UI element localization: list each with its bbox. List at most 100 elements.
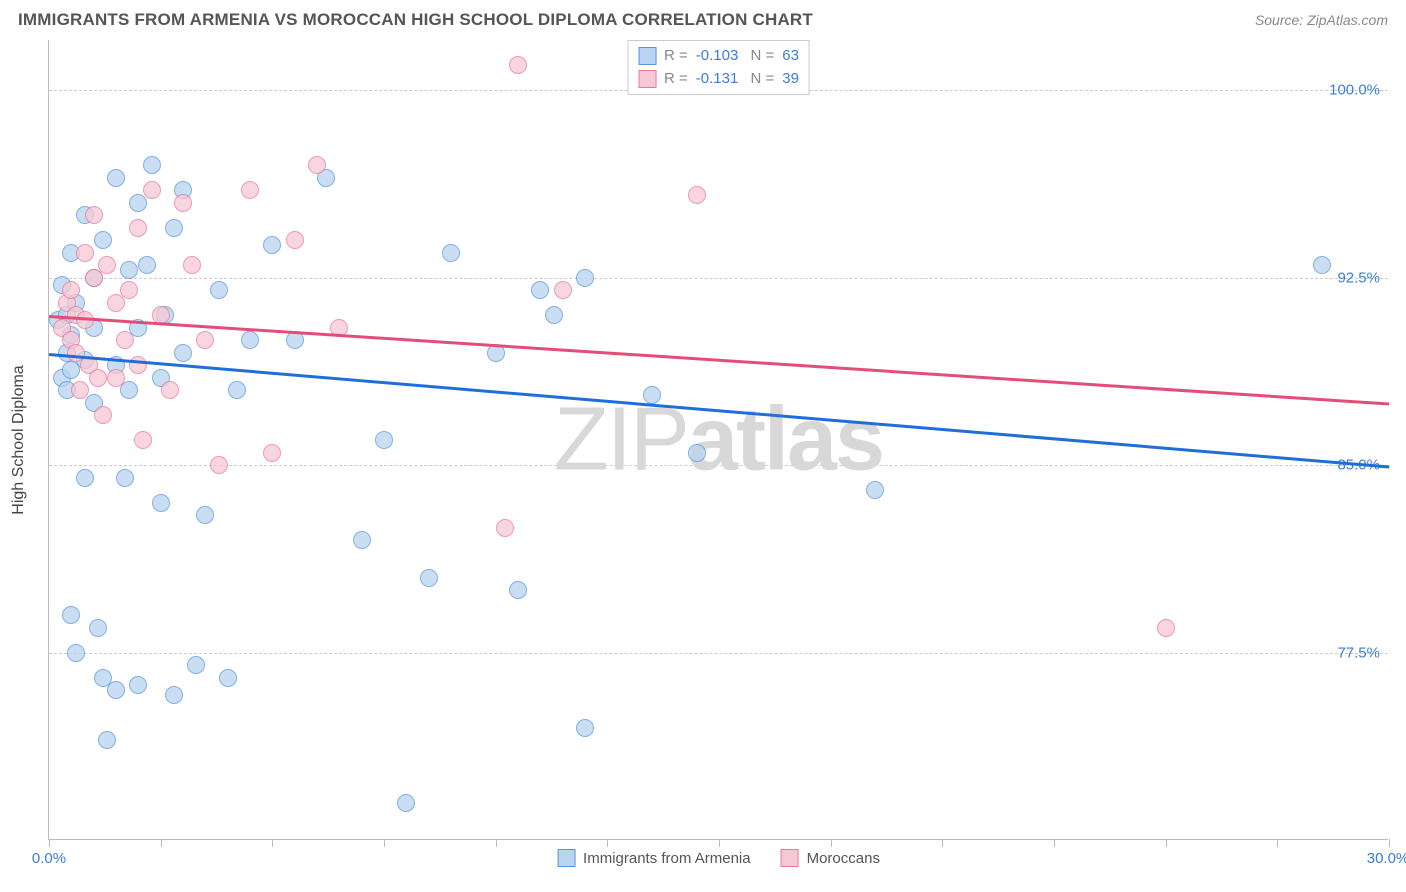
data-point-series1 <box>228 381 246 399</box>
data-point-series2 <box>183 256 201 274</box>
data-point-series1 <box>152 494 170 512</box>
xtick <box>1054 839 1055 847</box>
data-point-series1 <box>196 506 214 524</box>
data-point-series1 <box>263 236 281 254</box>
chart-plot-area: High School Diploma 77.5%85.0%92.5%100.0… <box>48 40 1388 840</box>
data-point-series2 <box>71 381 89 399</box>
stats-n-value-2: 39 <box>782 68 799 91</box>
data-point-series1 <box>89 619 107 637</box>
data-point-series2 <box>263 444 281 462</box>
data-point-series1 <box>210 281 228 299</box>
xtick <box>49 839 50 847</box>
xtick <box>942 839 943 847</box>
watermark: ZIPatlas <box>554 388 883 491</box>
data-point-series1 <box>576 269 594 287</box>
ytick-label: 100.0% <box>1329 82 1380 99</box>
data-point-series1 <box>187 656 205 674</box>
legend-item-series1: Immigrants from Armenia <box>557 849 751 867</box>
data-point-series2 <box>196 331 214 349</box>
gridline <box>49 465 1388 466</box>
data-point-series1 <box>120 261 138 279</box>
swatch-series1 <box>638 47 656 65</box>
data-point-series2 <box>161 381 179 399</box>
data-point-series2 <box>241 181 259 199</box>
legend-swatch-1 <box>557 849 575 867</box>
gridline <box>49 653 1388 654</box>
data-point-series2 <box>1157 619 1175 637</box>
stats-n-label: N = <box>746 68 774 91</box>
watermark-part2: atlas <box>688 389 883 489</box>
chart-title: IMMIGRANTS FROM ARMENIA VS MOROCCAN HIGH… <box>18 10 813 30</box>
data-point-series2 <box>107 369 125 387</box>
data-point-series1 <box>442 244 460 262</box>
stats-row-series1: R = -0.103 N = 63 <box>638 45 799 68</box>
data-point-series2 <box>554 281 572 299</box>
data-point-series1 <box>165 686 183 704</box>
legend-swatch-2 <box>781 849 799 867</box>
data-point-series2 <box>62 281 80 299</box>
data-point-series1 <box>866 481 884 499</box>
data-point-series2 <box>688 186 706 204</box>
xtick <box>1277 839 1278 847</box>
gridline <box>49 278 1388 279</box>
xtick <box>496 839 497 847</box>
data-point-series2 <box>496 519 514 537</box>
data-point-series2 <box>89 369 107 387</box>
data-point-series1 <box>107 681 125 699</box>
data-point-series2 <box>120 281 138 299</box>
data-point-series1 <box>138 256 156 274</box>
trend-line-series2 <box>49 315 1389 405</box>
xtick <box>1166 839 1167 847</box>
stats-r-label: R = <box>664 45 688 68</box>
data-point-series1 <box>129 676 147 694</box>
xtick <box>161 839 162 847</box>
legend-label-1: Immigrants from Armenia <box>583 850 751 867</box>
data-point-series1 <box>143 156 161 174</box>
xtick <box>384 839 385 847</box>
legend-label-2: Moroccans <box>807 850 880 867</box>
data-point-series1 <box>76 469 94 487</box>
chart-header: IMMIGRANTS FROM ARMENIA VS MOROCCAN HIGH… <box>0 0 1406 36</box>
xtick <box>1389 839 1390 847</box>
data-point-series1 <box>531 281 549 299</box>
data-point-series1 <box>1313 256 1331 274</box>
data-point-series2 <box>129 356 147 374</box>
xtick <box>831 839 832 847</box>
data-point-series2 <box>509 56 527 74</box>
data-point-series2 <box>85 206 103 224</box>
data-point-series1 <box>509 581 527 599</box>
data-point-series2 <box>286 231 304 249</box>
trend-line-series1 <box>49 353 1389 468</box>
data-point-series2 <box>76 244 94 262</box>
data-point-series1 <box>545 306 563 324</box>
data-point-series1 <box>116 469 134 487</box>
data-point-series1 <box>174 344 192 362</box>
bottom-legend: Immigrants from Armenia Moroccans <box>557 849 880 867</box>
swatch-series2 <box>638 70 656 88</box>
data-point-series1 <box>67 644 85 662</box>
data-point-series1 <box>420 569 438 587</box>
xtick <box>272 839 273 847</box>
stats-r-value-2: -0.131 <box>696 68 739 91</box>
stats-r-value-1: -0.103 <box>696 45 739 68</box>
data-point-series1 <box>576 719 594 737</box>
data-point-series1 <box>120 381 138 399</box>
data-point-series2 <box>174 194 192 212</box>
data-point-series1 <box>62 606 80 624</box>
data-point-series2 <box>129 219 147 237</box>
stats-legend-box: R = -0.103 N = 63 R = -0.131 N = 39 <box>627 40 810 95</box>
source-attribution: Source: ZipAtlas.com <box>1255 12 1388 28</box>
data-point-series1 <box>241 331 259 349</box>
data-point-series1 <box>688 444 706 462</box>
data-point-series1 <box>98 731 116 749</box>
ytick-label: 92.5% <box>1337 269 1380 286</box>
data-point-series1 <box>397 794 415 812</box>
data-point-series1 <box>353 531 371 549</box>
y-axis-label: High School Diploma <box>10 365 28 514</box>
xtick <box>607 839 608 847</box>
data-point-series1 <box>94 231 112 249</box>
data-point-series1 <box>107 169 125 187</box>
stats-r-label: R = <box>664 68 688 91</box>
stats-n-value-1: 63 <box>782 45 799 68</box>
data-point-series2 <box>98 256 116 274</box>
